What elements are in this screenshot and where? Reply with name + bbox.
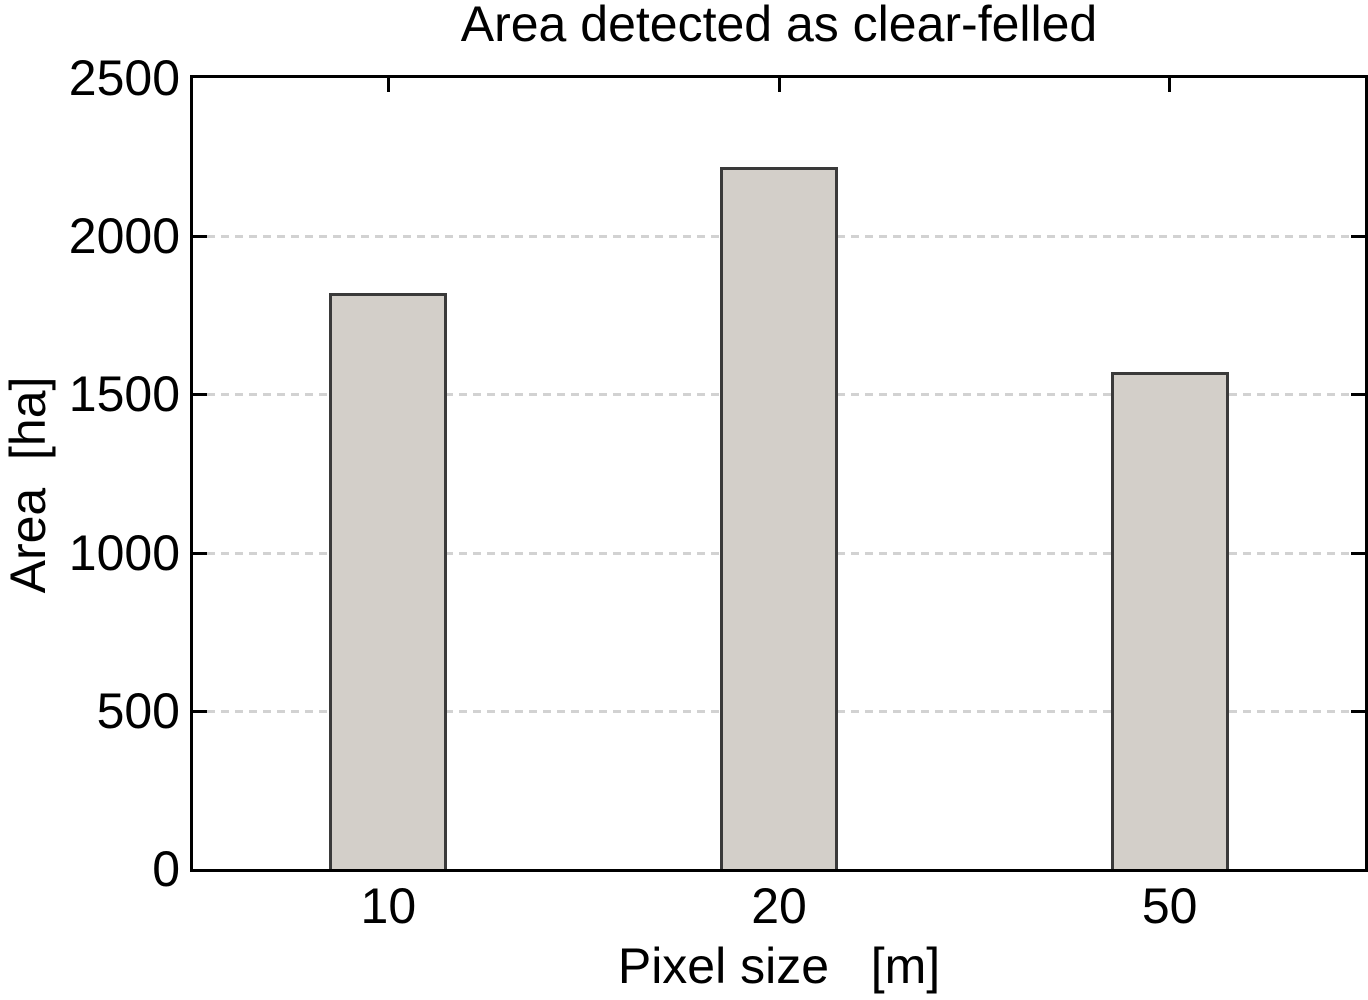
y-tick-label: 1500 xyxy=(68,366,180,423)
y-tick-label: 500 xyxy=(96,682,180,739)
x-tick-top xyxy=(777,78,781,92)
y-tick-right xyxy=(1351,393,1365,397)
x-tick-label: 10 xyxy=(360,878,417,934)
x-axis-label: Pixel size [m] xyxy=(617,938,941,994)
y-tick-left xyxy=(193,709,207,713)
y-tick-right xyxy=(1351,235,1365,239)
bar xyxy=(1110,372,1229,869)
x-tick-label: 20 xyxy=(751,878,807,934)
y-tick-right xyxy=(1351,551,1365,555)
plot-area xyxy=(190,75,1368,872)
bar xyxy=(720,166,838,869)
chart-title: Area detected as clear-felled xyxy=(460,0,1098,52)
x-tick-top xyxy=(386,78,390,92)
y-tick-label: 1000 xyxy=(68,524,180,581)
y-tick-left xyxy=(193,235,207,239)
y-tick-label: 0 xyxy=(152,841,180,897)
y-tick-right xyxy=(1351,709,1365,713)
y-tick-left xyxy=(193,393,207,397)
y-tick-label: 2500 xyxy=(68,50,180,106)
y-tick-left xyxy=(193,551,207,555)
x-tick-label: 50 xyxy=(1141,878,1198,934)
bar xyxy=(329,293,448,869)
x-tick-top xyxy=(1168,78,1172,92)
y-tick-label: 2000 xyxy=(68,208,180,265)
